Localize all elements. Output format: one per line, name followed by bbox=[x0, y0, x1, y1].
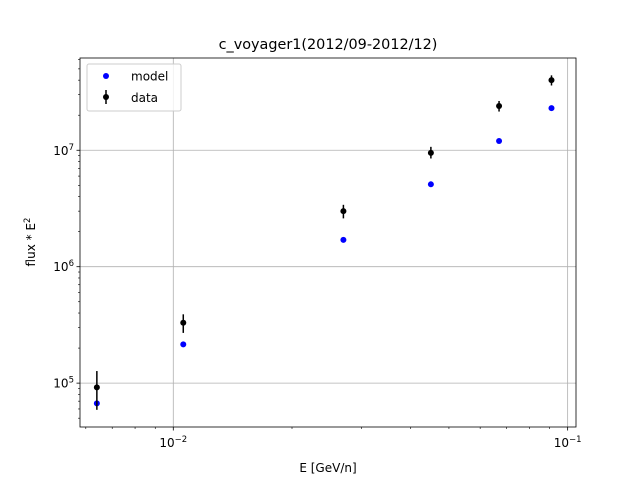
y-tick-label-base: 10 bbox=[53, 377, 68, 391]
data-point bbox=[340, 208, 347, 215]
y-tick-label-exponent: 6 bbox=[69, 259, 74, 269]
chart-title: c_voyager1(2012/09-2012/12) bbox=[219, 37, 438, 53]
plot-area bbox=[79, 57, 577, 428]
legend-marker-model bbox=[103, 73, 109, 79]
y-tick-label-exponent: 7 bbox=[69, 143, 74, 153]
model-point bbox=[427, 181, 434, 188]
y-axis-label-text: flux * E bbox=[24, 223, 38, 266]
x-axis-label: E [GeV/n] bbox=[299, 461, 356, 475]
data-point bbox=[427, 149, 434, 156]
x-tick-label: 10−2 bbox=[159, 435, 187, 450]
y-tick-label-base: 10 bbox=[53, 260, 68, 274]
y-axis-label: flux * E2 bbox=[23, 218, 38, 267]
legend-label-data: data bbox=[131, 91, 158, 105]
data-point bbox=[548, 77, 555, 84]
legend-marker-data bbox=[103, 94, 109, 100]
data-marks bbox=[93, 75, 555, 410]
data-point bbox=[93, 384, 100, 391]
y-tick-label: 105 bbox=[53, 376, 74, 391]
y-tick-label: 107 bbox=[53, 143, 74, 158]
model-point bbox=[548, 105, 555, 112]
x-tick-label-base: 10 bbox=[159, 436, 174, 450]
legend: model data bbox=[86, 63, 182, 112]
legend-label-model: model bbox=[131, 70, 168, 84]
model-point bbox=[496, 138, 503, 145]
x-tick-label: 10−1 bbox=[554, 435, 582, 450]
y-tick-label: 106 bbox=[53, 259, 74, 274]
legend-box bbox=[86, 63, 182, 112]
model-point bbox=[340, 236, 347, 243]
model-point bbox=[180, 341, 187, 348]
x-tick-label-exponent: −2 bbox=[175, 435, 188, 445]
x-tick-label-exponent: −1 bbox=[569, 435, 582, 445]
y-tick-label-base: 10 bbox=[53, 144, 68, 158]
y-tick-label-exponent: 5 bbox=[69, 376, 74, 386]
x-tick-label-base: 10 bbox=[554, 436, 569, 450]
data-point bbox=[496, 102, 503, 109]
y-axis-label-exponent: 2 bbox=[23, 218, 33, 223]
data-point bbox=[180, 319, 187, 326]
grid bbox=[80, 58, 576, 427]
